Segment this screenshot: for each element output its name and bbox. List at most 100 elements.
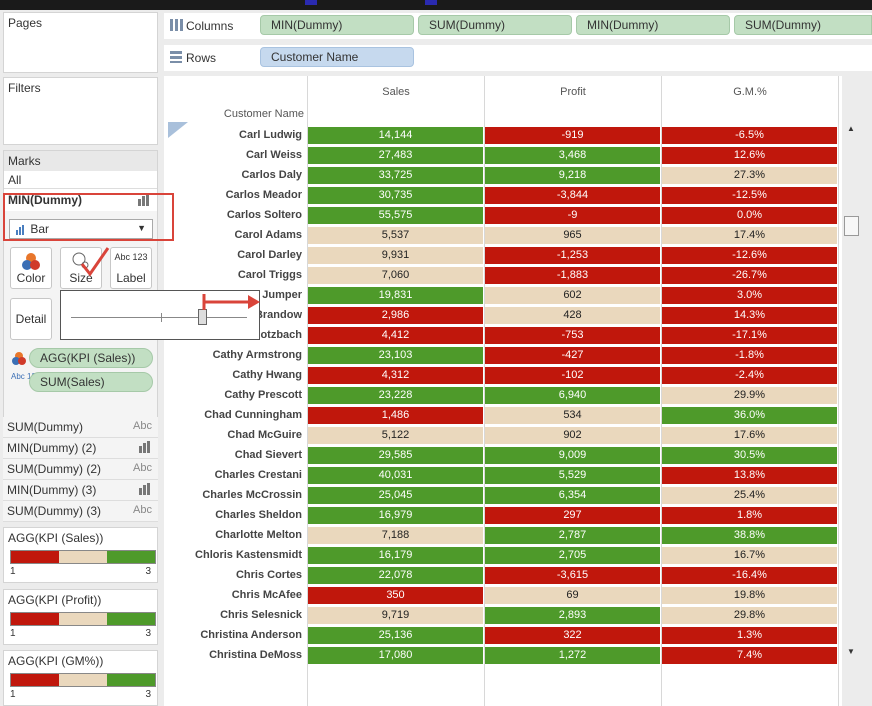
cell-profit[interactable]: 6,940	[485, 387, 660, 404]
marks-layer-item[interactable]: SUM(Dummy) (2) Abc	[3, 459, 158, 480]
row-customer-name[interactable]: Chad McGuire	[227, 429, 302, 441]
vertical-scrollbar[interactable]: ▲ ▼	[843, 120, 860, 660]
cell-sales[interactable]: 29,585	[308, 447, 483, 464]
cell-sales[interactable]: 9,719	[308, 607, 483, 624]
cell-sales[interactable]: 14,144	[308, 127, 483, 144]
cell-profit[interactable]: 9,218	[485, 167, 660, 184]
cell-profit[interactable]: 428	[485, 307, 660, 324]
marks-layer-item[interactable]: MIN(Dummy) (2)	[3, 438, 158, 459]
cell-profit[interactable]: -919	[485, 127, 660, 144]
cell-profit[interactable]: 6,354	[485, 487, 660, 504]
row-customer-name[interactable]: Christina DeMoss	[209, 649, 302, 661]
color-button[interactable]: Color	[10, 247, 52, 289]
columns-pill[interactable]: SUM(Dummy)	[418, 15, 572, 35]
cell-profit[interactable]: -3,844	[485, 187, 660, 204]
row-customer-name[interactable]: Carol Darley	[237, 249, 302, 261]
cell-gm[interactable]: -17.1%	[662, 327, 837, 344]
cell-profit[interactable]: 965	[485, 227, 660, 244]
row-customer-name[interactable]: Charles Crestani	[214, 469, 302, 481]
size-slider-track[interactable]	[71, 317, 247, 318]
cell-gm[interactable]: 38.8%	[662, 527, 837, 544]
color-pill-kpi-sales[interactable]: AGG(KPI (Sales))	[29, 348, 153, 368]
label-pill-sum-sales[interactable]: SUM(Sales)	[29, 372, 153, 392]
cell-profit[interactable]: -753	[485, 327, 660, 344]
cell-sales[interactable]: 4,412	[308, 327, 483, 344]
row-customer-name[interactable]: Carlos Daly	[241, 169, 302, 181]
cell-profit[interactable]: 902	[485, 427, 660, 444]
cell-profit[interactable]: -1,883	[485, 267, 660, 284]
cell-gm[interactable]: 12.6%	[662, 147, 837, 164]
row-customer-name[interactable]: Brandow	[254, 309, 302, 321]
rows-pill[interactable]: Customer Name	[260, 47, 414, 67]
cell-profit[interactable]: 297	[485, 507, 660, 524]
row-customer-name[interactable]: Chad Sievert	[234, 449, 302, 461]
filters-card[interactable]: Filters	[3, 77, 158, 145]
row-customer-name[interactable]: Carlos Meador	[225, 189, 302, 201]
mark-type-dropdown[interactable]: Bar ▼	[9, 219, 153, 239]
cell-profit[interactable]: 322	[485, 627, 660, 644]
cell-gm[interactable]: 27.3%	[662, 167, 837, 184]
row-customer-name[interactable]: Charles Sheldon	[215, 509, 302, 521]
row-customer-name[interactable]: Cathy Prescott	[224, 389, 302, 401]
cell-gm[interactable]: 30.5%	[662, 447, 837, 464]
cell-sales[interactable]: 350	[308, 587, 483, 604]
cell-profit[interactable]: 3,468	[485, 147, 660, 164]
row-customer-name[interactable]: Chris McAfee	[231, 589, 302, 601]
columns-pill[interactable]: MIN(Dummy)	[260, 15, 414, 35]
cell-sales[interactable]: 40,031	[308, 467, 483, 484]
cell-profit[interactable]: -9	[485, 207, 660, 224]
cell-sales[interactable]: 27,483	[308, 147, 483, 164]
row-customer-name[interactable]: Carl Ludwig	[239, 129, 302, 141]
label-button[interactable]: Abc 123 Label	[110, 247, 152, 289]
cell-sales[interactable]: 33,725	[308, 167, 483, 184]
row-customer-name[interactable]: Chloris Kastensmidt	[195, 549, 302, 561]
row-customer-name[interactable]: Charlotte Melton	[215, 529, 302, 541]
cell-profit[interactable]: 534	[485, 407, 660, 424]
cell-gm[interactable]: -12.6%	[662, 247, 837, 264]
row-header-customer-name[interactable]: Customer Name	[223, 108, 304, 120]
cell-profit[interactable]: -427	[485, 347, 660, 364]
cell-sales[interactable]: 23,103	[308, 347, 483, 364]
cell-sales[interactable]: 7,188	[308, 527, 483, 544]
marks-all-tab[interactable]: All	[4, 171, 157, 189]
cell-gm[interactable]: -26.7%	[662, 267, 837, 284]
column-header-gm[interactable]: G.M.%	[733, 86, 767, 98]
cell-sales[interactable]: 2,986	[308, 307, 483, 324]
cell-sales[interactable]: 9,931	[308, 247, 483, 264]
columns-pill[interactable]: SUM(Dummy)	[734, 15, 872, 35]
marks-layer-item[interactable]: SUM(Dummy) Abc	[3, 417, 158, 438]
row-customer-name[interactable]: Chris Cortes	[235, 569, 302, 581]
cell-gm[interactable]: 7.4%	[662, 647, 837, 664]
scrollbar-thumb[interactable]	[844, 216, 859, 236]
cell-gm[interactable]: 36.0%	[662, 407, 837, 424]
cell-profit[interactable]: 5,529	[485, 467, 660, 484]
cell-gm[interactable]: 17.4%	[662, 227, 837, 244]
cell-sales[interactable]: 17,080	[308, 647, 483, 664]
cell-profit[interactable]: 69	[485, 587, 660, 604]
cell-gm[interactable]: 13.8%	[662, 467, 837, 484]
marks-layer-item[interactable]: SUM(Dummy) (3) Abc	[3, 501, 158, 522]
cell-gm[interactable]: 19.8%	[662, 587, 837, 604]
legend-kpi-profit[interactable]: AGG(KPI (Profit)) 1 3	[3, 589, 158, 645]
cell-sales[interactable]: 16,179	[308, 547, 483, 564]
cell-gm[interactable]: 16.7%	[662, 547, 837, 564]
cell-gm[interactable]: 3.0%	[662, 287, 837, 304]
row-customer-name[interactable]: Charles McCrossin	[202, 489, 302, 501]
cell-sales[interactable]: 55,575	[308, 207, 483, 224]
cell-gm[interactable]: 1.3%	[662, 627, 837, 644]
cell-sales[interactable]: 4,312	[308, 367, 483, 384]
cell-profit[interactable]: -102	[485, 367, 660, 384]
cell-profit[interactable]: 602	[485, 287, 660, 304]
legend-kpi-gm[interactable]: AGG(KPI (GM%)) 1 3	[3, 650, 158, 706]
cell-gm[interactable]: 0.0%	[662, 207, 837, 224]
cell-gm[interactable]: 25.4%	[662, 487, 837, 504]
cell-sales[interactable]: 7,060	[308, 267, 483, 284]
cell-sales[interactable]: 5,122	[308, 427, 483, 444]
detail-button[interactable]: Detail	[10, 298, 52, 340]
cell-sales[interactable]: 16,979	[308, 507, 483, 524]
row-customer-name[interactable]: Chad Cunningham	[204, 409, 302, 421]
cell-sales[interactable]: 25,045	[308, 487, 483, 504]
legend-kpi-sales[interactable]: AGG(KPI (Sales)) 1 3	[3, 527, 158, 583]
row-customer-name[interactable]: Carol Triggs	[237, 269, 302, 281]
cell-sales[interactable]: 25,136	[308, 627, 483, 644]
